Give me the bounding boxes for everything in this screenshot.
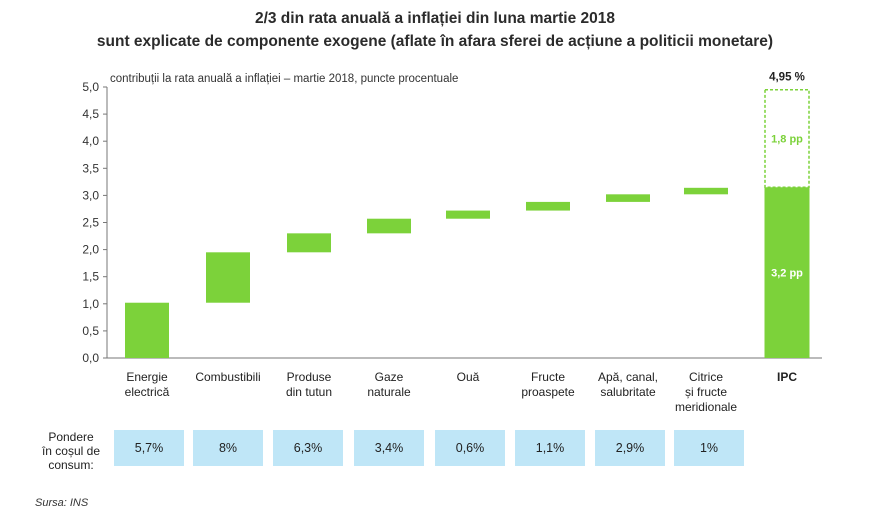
chart-subtitle: contribuții la rata anuală a inflației –…	[110, 73, 458, 85]
ipc-remaining-label: 1,8 pp	[771, 133, 803, 145]
weight-box-fructe: 1,1%	[515, 430, 585, 466]
category-label: Produse	[287, 370, 332, 384]
ipc-exogenous-label: 3,2 pp	[771, 268, 803, 280]
y-tick-label: 4,5	[82, 107, 99, 121]
y-axis: 0,0 0,5 1,0 1,5 2,0 2,5 3,0 3,5 4,0 4,5 5,0	[82, 80, 822, 365]
weights-label-line: consum:	[48, 458, 94, 472]
category-label: Fructe	[531, 370, 565, 384]
category-label: IPC	[777, 370, 797, 384]
contribution-bar	[367, 218, 411, 234]
y-tick-label: 2,0	[82, 243, 99, 257]
y-tick-label: 0,5	[82, 324, 99, 338]
y-tick-label: 1,0	[82, 297, 99, 311]
y-tick-label: 2,5	[82, 216, 99, 230]
weight-box-citrice: 1%	[674, 430, 744, 466]
y-tick-label: 0,0	[82, 351, 99, 365]
y-tick-label: 3,5	[82, 161, 99, 175]
weight-box-combustibili: 8%	[193, 430, 263, 466]
weight-box-oua: 0,6%	[435, 430, 505, 466]
contribution-bar	[446, 210, 490, 219]
chart-title-line-1: 2/3 din rata anuală a inflației din luna…	[254, 10, 616, 27]
category-label: și fructe	[685, 385, 727, 399]
y-tick-label: 4,0	[82, 134, 99, 148]
contribution-bar	[606, 194, 650, 202]
weight-box-gaze: 3,4%	[354, 430, 424, 466]
category-label: Ouă	[457, 370, 480, 384]
chart-title-line-2: sunt explicate de componente exogene (af…	[96, 33, 774, 50]
category-label: Gaze	[375, 370, 404, 384]
weight-box-tutun: 6,3%	[273, 430, 343, 466]
ipc-remaining-bar	[764, 88, 810, 189]
bars: 3,2 pp 1,8 pp 4,95 %	[125, 72, 810, 358]
y-tick-label: 5,0	[82, 80, 99, 94]
category-label: Citrice	[689, 370, 723, 384]
contribution-bar	[684, 187, 728, 195]
weights-label-line: în coșul de	[41, 444, 101, 458]
weights-label-line: Pondere	[48, 430, 94, 444]
category-label: proaspete	[521, 385, 575, 399]
y-tick-label: 1,5	[82, 270, 99, 284]
ipc-exogenous-bar	[764, 187, 810, 358]
category-label: meridionale	[675, 400, 737, 414]
category-label: salubritate	[600, 385, 656, 399]
category-label: naturale	[367, 385, 411, 399]
contribution-bar	[526, 201, 570, 211]
y-tick-label: 3,0	[82, 188, 99, 202]
category-label: Apă, canal,	[598, 370, 658, 384]
source-note: Sursa: INS	[35, 497, 89, 509]
weights-label: Pondere în coșul de consum:	[30, 430, 112, 472]
waterfall-chart: contribuții la rata anuală a inflației –…	[82, 72, 822, 414]
category-label: Combustibili	[195, 370, 260, 384]
contribution-bar	[287, 233, 331, 253]
weight-box-apa: 2,9%	[595, 430, 665, 466]
contribution-bar	[206, 252, 250, 303]
weight-box-energie: 5,7%	[114, 430, 184, 466]
ipc-total-label: 4,95 %	[769, 72, 805, 84]
category-label: Energie	[126, 370, 168, 384]
category-label: din tutun	[286, 385, 332, 399]
category-label: electrică	[125, 385, 170, 399]
contribution-bar	[125, 302, 169, 358]
